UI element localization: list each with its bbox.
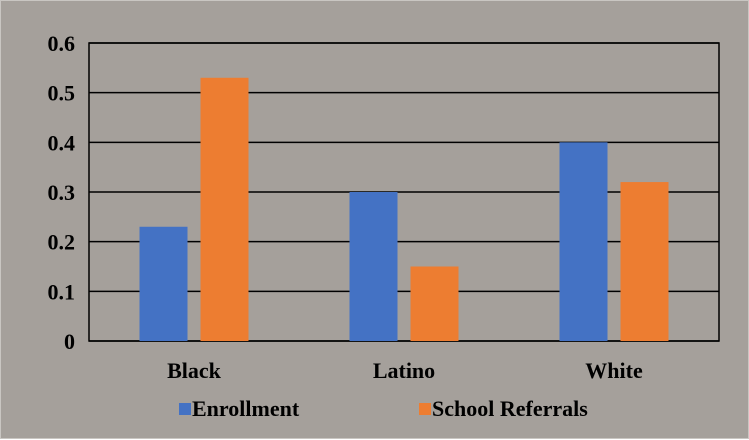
bar-enrollment <box>139 226 188 341</box>
y-tick-label: 0.5 <box>48 81 76 106</box>
legend-label: Enrollment <box>192 396 300 421</box>
bar-enrollment <box>559 142 608 341</box>
bar-school-referrals <box>410 266 459 341</box>
y-tick-label: 0.6 <box>48 31 76 56</box>
x-category-label: Latino <box>373 358 435 383</box>
legend-label: School Referrals <box>432 396 588 421</box>
bar-enrollment <box>349 192 398 341</box>
y-tick-label: 0.4 <box>48 130 76 155</box>
y-tick-label: 0.1 <box>48 279 76 304</box>
y-tick-label: 0.3 <box>48 180 76 205</box>
bar-school-referrals <box>200 77 249 342</box>
plot-frame <box>88 42 720 342</box>
bar-school-referrals <box>620 182 669 341</box>
y-tick-label: 0.2 <box>48 230 76 255</box>
legend-swatch <box>419 403 431 415</box>
legend-swatch <box>179 403 191 415</box>
x-category-label: Black <box>167 358 222 383</box>
y-tick-label: 0 <box>64 329 75 354</box>
x-category-label: White <box>585 358 643 383</box>
